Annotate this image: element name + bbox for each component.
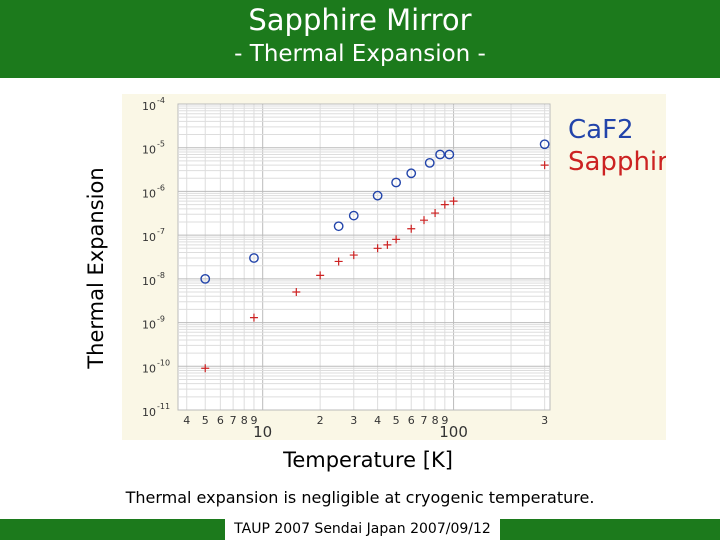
sapphire-point	[334, 257, 343, 266]
y-tick-label: 10	[142, 319, 156, 332]
x-tick-label: 7	[421, 414, 428, 427]
y-tick-label: 10	[142, 406, 156, 419]
sapphire-point	[249, 313, 258, 322]
sapphire-point	[449, 197, 458, 206]
x-tick-label: 6	[217, 414, 224, 427]
sapphire-point	[540, 161, 549, 170]
x-tick-label: 10	[253, 423, 272, 440]
legend-entry-sapphire: Sapphire	[568, 147, 666, 177]
sapphire-point	[431, 209, 440, 218]
caf2-point	[406, 168, 417, 179]
x-tick-label: 6	[408, 414, 415, 427]
x-tick-label: 4	[374, 414, 381, 427]
x-tick-label: 3	[541, 414, 548, 427]
sapphire-point	[292, 288, 301, 297]
sapphire-point	[440, 200, 449, 209]
sapphire-point	[392, 235, 401, 244]
sapphire-point	[373, 244, 382, 253]
sapphire-point	[420, 216, 429, 225]
caf2-point	[539, 139, 550, 150]
x-tick-label: 100	[439, 423, 468, 440]
x-tick-label: 3	[350, 414, 357, 427]
plot-panel: 4 5 6 7 8 9 10 2 3 4 5 6 7 8 9 100 3 10 -4 10 -5 10 -6 10 -7 10 -8…	[122, 94, 666, 440]
y-tick-label: 10	[142, 100, 156, 113]
y-tick-label: 10	[142, 275, 156, 288]
slide-subtitle: - Thermal Expansion -	[234, 41, 486, 67]
x-tick-label: 9	[441, 414, 448, 427]
caf2-point	[348, 210, 359, 221]
y-tick-exponent: -4	[157, 96, 165, 105]
caf2-point	[249, 253, 259, 263]
legend-entry-caf2: CaF2	[568, 115, 634, 145]
sapphire-point	[383, 240, 392, 249]
caf2-point	[200, 273, 211, 284]
y-tick-exponent: -6	[157, 183, 165, 192]
y-tick-label: 10	[142, 362, 156, 375]
x-axis-label: Temperature [K]	[283, 448, 453, 472]
slide-title: Sapphire Mirror	[248, 3, 472, 37]
caf2-point	[391, 177, 402, 188]
x-tick-label: 5	[202, 414, 209, 427]
y-tick-label: 10	[142, 231, 156, 244]
slide-caption: Thermal expansion is negligible at cryog…	[125, 488, 595, 507]
x-tick-label: 8	[241, 414, 248, 427]
sapphire-point	[201, 364, 210, 373]
y-tick-exponent: -5	[157, 140, 165, 149]
y-tick-exponent: -11	[157, 402, 170, 411]
sapphire-point	[316, 271, 325, 280]
caf2-point	[333, 221, 344, 232]
x-tick-label: 9	[250, 414, 257, 427]
x-tick-label: 4	[183, 414, 190, 427]
caf2-point	[424, 157, 435, 168]
y-tick-label: 10	[142, 144, 156, 157]
y-tick-exponent: -9	[157, 315, 165, 324]
y-tick-label: 10	[142, 187, 156, 200]
y-axis-label: Thermal Expansion	[84, 167, 108, 369]
x-tick-label: 2	[317, 414, 324, 427]
sapphire-point	[407, 224, 416, 233]
footer-text: TAUP 2007 Sendai Japan 2007/09/12	[225, 519, 500, 540]
x-tick-label: 7	[230, 414, 237, 427]
x-tick-label: 8	[432, 414, 439, 427]
plot-area	[177, 103, 551, 411]
x-tick-label: 5	[393, 414, 400, 427]
caf2-point	[444, 149, 455, 160]
y-tick-exponent: -10	[157, 358, 170, 367]
caf2-point	[372, 190, 383, 201]
sapphire-point	[349, 251, 358, 260]
y-tick-exponent: -7	[157, 227, 165, 236]
y-tick-exponent: -8	[157, 271, 165, 280]
caf2-point	[435, 149, 446, 160]
title-banner	[0, 0, 720, 78]
